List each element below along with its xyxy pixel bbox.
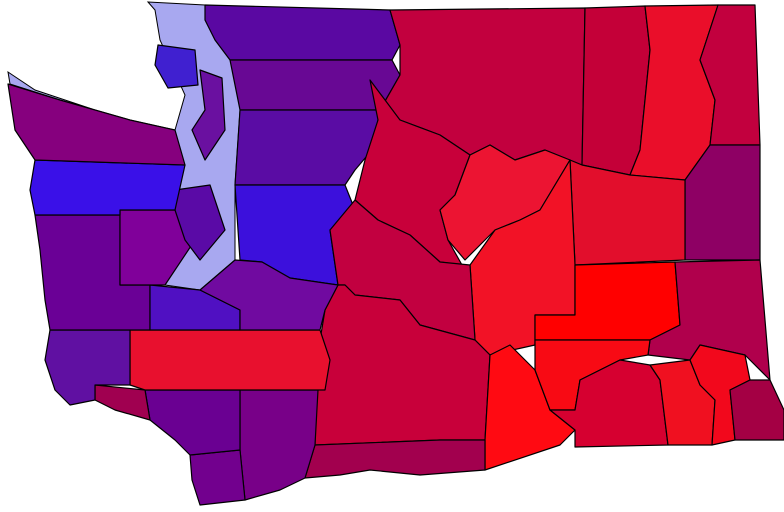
county-jefferson <box>29 159 186 216</box>
county-walla-walla <box>549 359 669 448</box>
county-asotin <box>729 379 784 441</box>
county-cowlitz <box>144 389 241 456</box>
county-regions <box>7 4 784 506</box>
county-pacific <box>44 329 131 406</box>
county-snohomish <box>234 109 381 186</box>
county-pierce <box>199 259 339 331</box>
county-island <box>191 69 226 161</box>
county-san-juan <box>154 44 199 89</box>
county-wahkiakum <box>94 384 151 421</box>
county-skamania <box>239 389 319 501</box>
county-klickitat <box>304 439 486 479</box>
county-whatcom <box>204 4 401 61</box>
county-spokane <box>684 144 761 261</box>
county-clark <box>189 449 246 506</box>
county-lewis <box>129 329 331 391</box>
county-clallam <box>7 83 186 166</box>
